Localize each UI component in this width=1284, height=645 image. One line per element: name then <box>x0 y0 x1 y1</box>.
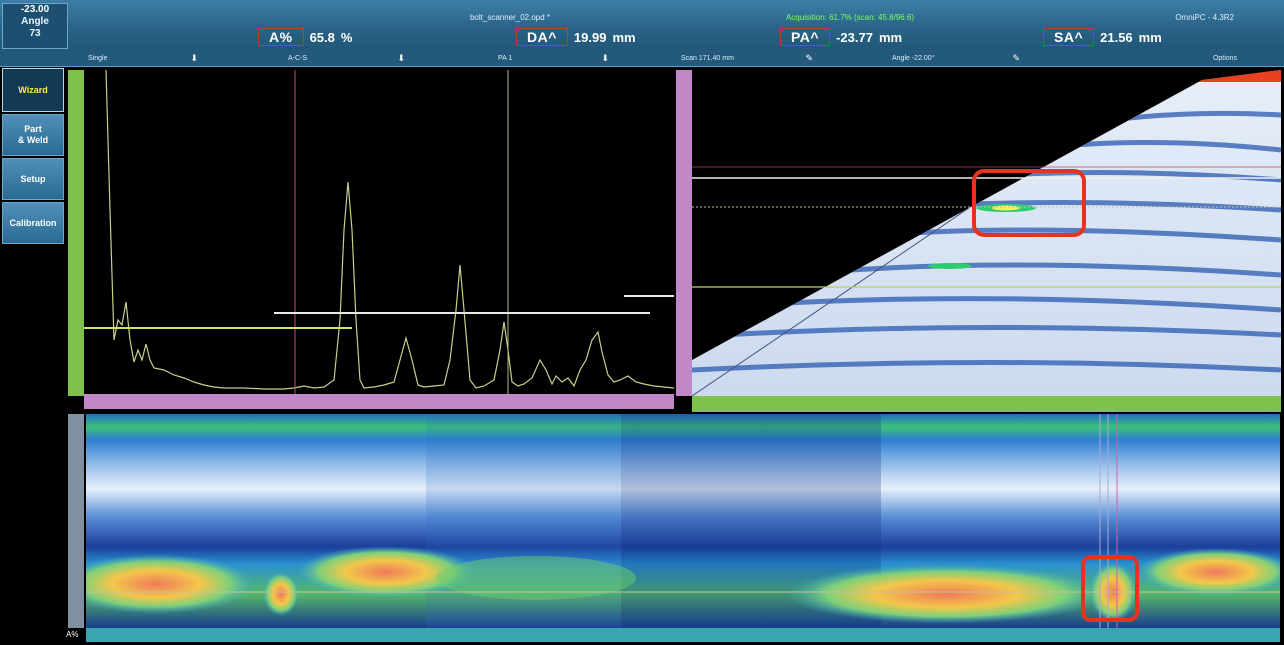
options-label: Options <box>1212 54 1238 62</box>
cscan-vertical-ruler[interactable] <box>68 414 84 628</box>
reading-sa[interactable]: SA^ 21.56 mm <box>1043 28 1162 46</box>
reading-unit: mm <box>878 29 903 45</box>
angle-value: 73 <box>29 28 41 39</box>
nav-setup[interactable]: Setup <box>2 158 64 200</box>
pencil-icon: ✎ <box>805 52 813 63</box>
sscan-image[interactable] <box>692 70 1281 396</box>
gain-angle-control[interactable]: -23.00 Angle 73 <box>2 3 68 49</box>
cscan-image[interactable] <box>86 414 1280 628</box>
chevron-down-icon: ⬇ <box>190 52 198 63</box>
view-select-label: A-C-S <box>288 54 308 62</box>
reading-label: SA^ <box>1043 28 1095 46</box>
acquisition-status: Acquisition: 61.7% (scan: 45.8/96.6) <box>785 13 915 22</box>
reading-label: DA^ <box>516 28 568 46</box>
chevron-down-icon: ⬇ <box>397 52 405 63</box>
reading-value: 19.99 <box>573 29 607 45</box>
file-title: bolt_scanner_02.opd * <box>469 13 551 22</box>
ascan-plot[interactable] <box>84 70 674 394</box>
group-select-label: PA 1 <box>498 54 513 62</box>
ascan-waveform <box>105 70 674 390</box>
nav-calibration[interactable]: Calibration <box>2 202 64 244</box>
sscan-horizontal-ruler[interactable] <box>692 396 1281 412</box>
nav-part-weld[interactable]: Part & Weld <box>2 114 64 156</box>
reading-pa[interactable]: PA^ -23.77 mm <box>780 28 902 46</box>
gain-value: -23.00 <box>20 4 50 15</box>
reading-unit: % <box>340 29 353 45</box>
highlight-box-cscan <box>1081 555 1139 622</box>
chevron-down-icon: ⬇ <box>601 52 609 63</box>
toolbar <box>0 50 1284 67</box>
scan-position-field[interactable]: Scan 171.40 mm ✎ <box>617 52 813 64</box>
scan-position-label: Scan 171.40 mm <box>681 54 734 62</box>
layout-select-label: Single <box>88 54 108 62</box>
highlight-box-sscan <box>972 169 1086 237</box>
reading-value: 21.56 <box>1100 29 1133 45</box>
cscan-axis-label: A% <box>66 630 79 639</box>
reading-label: A% <box>258 28 304 46</box>
nav-wizard[interactable]: Wizard <box>2 68 64 112</box>
instrument-name: OmniPC - 4.3R2 <box>1175 13 1234 22</box>
options-button[interactable]: Options <box>1175 52 1275 64</box>
angle-label: Angle <box>21 16 49 27</box>
view-select[interactable]: A-C-S ⬇ <box>210 52 405 64</box>
angle-field[interactable]: Angle -22.00° ✎ <box>820 52 1020 64</box>
angle-field-label: Angle -22.00° <box>892 54 935 62</box>
cscan-horizontal-ruler[interactable] <box>86 628 1280 642</box>
reading-unit: mm <box>612 29 636 45</box>
ascan-horizontal-ruler[interactable] <box>84 394 674 409</box>
sscan-vertical-ruler[interactable] <box>676 70 692 396</box>
ascan-vertical-ruler[interactable] <box>68 70 84 396</box>
reading-label: PA^ <box>780 28 831 46</box>
reading-value: -23.77 <box>836 29 873 45</box>
reading-a-percent[interactable]: A% 65.8 % <box>258 28 352 46</box>
pencil-icon: ✎ <box>1012 52 1020 63</box>
reading-unit: mm <box>1138 29 1162 45</box>
layout-select[interactable]: Single ⬇ <box>8 52 198 64</box>
reading-da[interactable]: DA^ 19.99 mm <box>516 28 636 46</box>
group-select[interactable]: PA 1 ⬇ <box>414 52 609 64</box>
reading-value: 65.8 <box>309 29 335 45</box>
